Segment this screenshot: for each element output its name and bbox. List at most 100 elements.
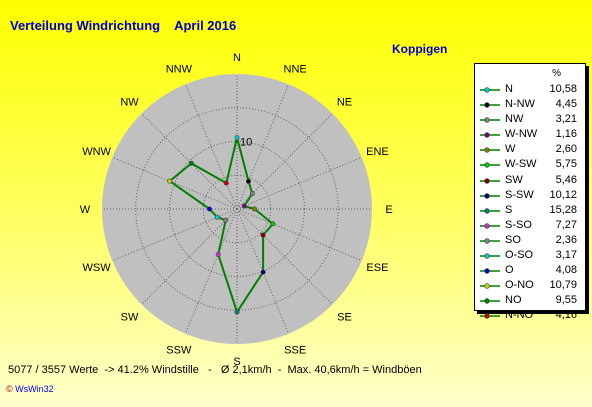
legend-swatch-marker xyxy=(484,147,490,154)
legend-label: O-NO xyxy=(505,279,534,292)
copyright-mark: © xyxy=(6,384,13,394)
legend-item: N 10,58 xyxy=(479,82,581,97)
data-point xyxy=(252,206,258,212)
legend-swatch xyxy=(480,268,500,274)
legend-value: 10,12 xyxy=(549,188,577,201)
legend-value: 4,45 xyxy=(555,98,577,111)
legend-label: W-SW xyxy=(505,158,537,171)
legend-value: 7,27 xyxy=(555,218,577,231)
legend-item: SO 2,36 xyxy=(479,233,581,248)
statistics-footer: 5077 / 3557 Werte -> 41.2% Windstille - … xyxy=(8,364,422,376)
legend-item: W-SW 5,75 xyxy=(479,157,581,172)
legend-item: S-SW 10,12 xyxy=(479,188,581,203)
legend-swatch-marker xyxy=(484,208,490,214)
legend-value: 10,58 xyxy=(549,83,577,95)
legend-swatch-marker xyxy=(484,238,490,244)
legend-rows: N 10,58 N-NW 4,45 NW 3,21 W-NW 1,16 W 2,60 W-SW 5,7… xyxy=(479,82,581,324)
legend-value: 4,16 xyxy=(555,309,577,322)
direction-label: NW xyxy=(120,97,139,109)
legend-label: N-NO xyxy=(505,309,534,322)
legend-value: 1,16 xyxy=(555,128,577,141)
data-point xyxy=(223,217,229,223)
data-point xyxy=(260,232,266,238)
legend-swatch xyxy=(480,313,500,320)
direction-label: NE xyxy=(337,97,352,109)
legend-swatch xyxy=(480,132,500,138)
legend-item: NW 3,21 xyxy=(479,112,581,127)
legend-item: N-NO 4,16 xyxy=(479,308,581,323)
legend-swatch xyxy=(480,238,500,244)
data-point xyxy=(270,221,276,227)
legend-value: 2,60 xyxy=(555,143,577,156)
grid-ring xyxy=(169,141,305,277)
legend-label: O xyxy=(505,264,514,277)
data-point xyxy=(260,269,266,275)
legend-unit: % xyxy=(552,68,561,79)
legend-item: SW 5,46 xyxy=(479,173,581,188)
legend-item: S 15,28 xyxy=(479,203,581,218)
legend-label: NO xyxy=(505,294,522,307)
data-point xyxy=(167,178,173,184)
data-point xyxy=(245,178,251,184)
legend-item: W 2,60 xyxy=(479,142,581,157)
legend-item: O 4,08 xyxy=(479,263,581,278)
legend-value: 3,21 xyxy=(555,113,577,126)
legend-swatch xyxy=(480,283,500,289)
location-label: Koppigen xyxy=(392,42,448,56)
legend-swatch xyxy=(480,147,500,154)
legend-item: O-NO 10,79 xyxy=(479,278,581,293)
data-point xyxy=(214,214,220,220)
legend-label: W-NW xyxy=(505,128,538,141)
legend-value: 2,36 xyxy=(555,233,577,246)
legend-swatch-marker xyxy=(484,102,490,108)
legend-label: N xyxy=(505,83,513,95)
data-point xyxy=(206,206,212,212)
direction-label: ENE xyxy=(366,146,389,158)
legend-swatch-marker xyxy=(484,298,490,305)
legend-value: 10,79 xyxy=(549,279,577,292)
chart-title: Verteilung Windrichtung April 2016 xyxy=(10,18,237,33)
legend-item: O-SO 3,17 xyxy=(479,248,581,263)
direction-label: W xyxy=(80,204,91,216)
direction-label: WNW xyxy=(82,146,111,158)
legend-value: 5,46 xyxy=(555,173,577,186)
legend-swatch-marker xyxy=(484,117,490,123)
legend-swatch-marker xyxy=(484,313,490,320)
direction-label: NNE xyxy=(284,64,307,76)
direction-label: E xyxy=(385,204,392,216)
legend-swatch-marker xyxy=(484,253,490,259)
legend-item: NO 9,55 xyxy=(479,293,581,308)
data-point xyxy=(241,203,247,209)
legend-swatch xyxy=(480,208,500,214)
legend-swatch-marker xyxy=(484,132,490,138)
direction-label: SSE xyxy=(284,344,306,356)
legend-label: SW xyxy=(505,173,523,186)
legend-swatch-marker xyxy=(484,223,490,229)
legend-swatch xyxy=(480,298,500,305)
legend-label: S-SO xyxy=(505,218,532,231)
legend-value: 3,17 xyxy=(555,249,577,262)
legend-item: S-SO 7,27 xyxy=(479,218,581,233)
direction-label: SW xyxy=(121,311,139,323)
legend: % N 10,58 N-NW 4,45 NW 3,21 W-NW 1,16 W 2,60 W-SW 5… xyxy=(474,63,586,321)
legend-swatch xyxy=(480,177,500,184)
radial-tick-label: 10 xyxy=(240,137,252,149)
legend-value: 4,08 xyxy=(555,264,577,277)
legend-swatch xyxy=(480,223,500,229)
legend-label: S-SW xyxy=(505,188,534,201)
legend-item: W-NW 1,16 xyxy=(479,127,581,142)
direction-label: N xyxy=(233,52,241,64)
grid-ring xyxy=(135,107,339,311)
legend-swatch-marker xyxy=(484,87,490,93)
data-point xyxy=(188,160,194,166)
legend-label: N-NW xyxy=(505,98,535,111)
data-point xyxy=(234,309,240,315)
legend-swatch xyxy=(480,162,500,169)
legend-swatch xyxy=(480,117,500,123)
legend-swatch-marker xyxy=(484,177,490,184)
legend-swatch xyxy=(480,253,500,259)
legend-swatch xyxy=(480,87,500,93)
legend-swatch-marker xyxy=(484,192,490,199)
legend-label: S xyxy=(505,203,513,216)
